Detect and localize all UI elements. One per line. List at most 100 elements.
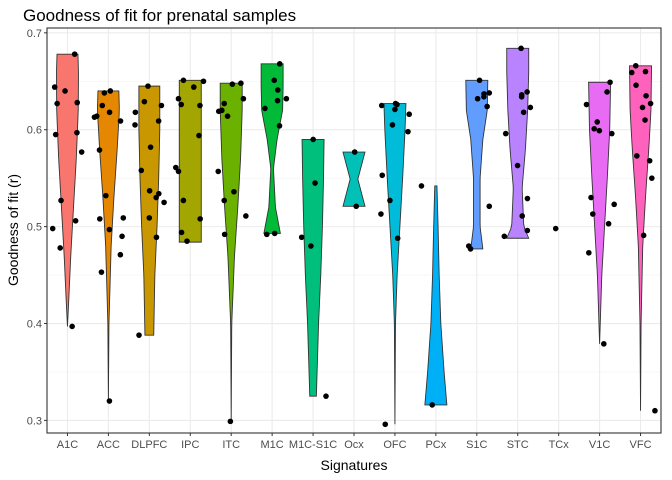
point-stc xyxy=(518,93,525,100)
point-acc xyxy=(107,88,114,94)
point-acc xyxy=(106,226,113,233)
point-vfc xyxy=(633,82,639,88)
point-ipc xyxy=(200,78,207,85)
point-dlpfc xyxy=(146,187,153,194)
point-stc xyxy=(502,130,509,137)
point-v1c xyxy=(604,89,610,95)
point-v1c xyxy=(609,130,615,137)
point-m1c-s1c xyxy=(298,234,305,241)
point-ofc xyxy=(379,172,386,179)
point-dlpfc xyxy=(153,234,160,241)
point-m1c xyxy=(262,105,268,112)
point-v1c xyxy=(588,194,594,201)
violin-pcx xyxy=(424,185,448,406)
point-ofc xyxy=(392,106,398,113)
point-ipc xyxy=(172,164,179,171)
x-tick-label: TCx xyxy=(549,439,570,451)
point-dlpfc xyxy=(132,109,139,116)
point-m1c xyxy=(274,97,281,104)
point-stc xyxy=(519,213,526,219)
x-tick-label: VFC xyxy=(630,439,652,451)
point-vfc xyxy=(628,69,635,76)
point-v1c xyxy=(601,341,607,347)
point-a1c xyxy=(74,99,81,106)
point-itc xyxy=(224,113,231,119)
x-tick-label: ACC xyxy=(97,439,120,451)
point-stc xyxy=(524,227,531,234)
point-v1c xyxy=(596,127,603,134)
x-tick-label: OFC xyxy=(383,439,406,451)
point-ipc xyxy=(175,168,182,175)
point-vfc xyxy=(642,68,649,75)
point-tcx xyxy=(552,225,559,232)
point-acc xyxy=(117,251,124,258)
point-stc xyxy=(501,233,508,240)
point-itc xyxy=(215,168,222,175)
point-m1c-s1c xyxy=(312,180,318,186)
point-itc xyxy=(227,418,234,425)
point-ipc xyxy=(197,102,203,109)
point-itc xyxy=(215,108,222,115)
violin-m1c-s1c xyxy=(301,138,325,397)
violin-dlpfc xyxy=(138,85,161,336)
point-stc xyxy=(514,162,521,169)
point-vfc xyxy=(647,100,654,107)
point-vfc xyxy=(646,157,653,164)
y-tick-label: 0.4 xyxy=(27,319,42,331)
violin-ocx xyxy=(342,151,366,207)
x-tick-label: IPC xyxy=(181,439,199,451)
x-tick-label: S1C xyxy=(466,439,487,451)
point-stc xyxy=(520,109,527,116)
point-m1c xyxy=(271,230,278,237)
x-axis-label: Signatures xyxy=(321,457,388,473)
point-vfc xyxy=(642,117,648,123)
violin-s1c xyxy=(465,79,489,250)
point-vfc xyxy=(634,153,640,159)
violin-a1c xyxy=(56,53,79,327)
point-itc xyxy=(221,197,227,204)
point-m1c-s1c xyxy=(308,243,314,249)
point-m1c-s1c xyxy=(323,393,329,399)
x-tick-label: Ocx xyxy=(344,439,364,451)
point-m1c xyxy=(283,95,290,102)
x-tick-label: DLPFC xyxy=(131,439,167,451)
point-a1c xyxy=(62,88,68,94)
point-itc xyxy=(243,213,249,219)
point-ocx xyxy=(353,203,360,210)
point-vfc xyxy=(639,104,646,111)
point-v1c xyxy=(583,101,590,108)
x-axis: A1C ACC DLPFC IPC ITC M1C M1C-S1C Ocx OFC PCx S1C S… xyxy=(57,433,652,451)
point-a1c xyxy=(72,218,79,224)
point-dlpfc xyxy=(146,215,153,221)
point-dlpfc xyxy=(141,98,148,105)
point-v1c xyxy=(594,119,601,125)
chart-title: Goodness of fit for prenatal samples xyxy=(23,6,296,25)
point-ofc xyxy=(382,421,389,428)
point-ipc xyxy=(184,238,190,244)
point-ipc xyxy=(178,229,185,236)
violin-v1c xyxy=(588,81,612,344)
point-ocx xyxy=(351,149,358,155)
point-ipc xyxy=(180,197,187,204)
point-vfc xyxy=(652,407,658,414)
point-pcx xyxy=(429,402,436,408)
point-s1c xyxy=(474,95,481,102)
point-vfc xyxy=(643,93,649,99)
point-dlpfc xyxy=(138,167,145,174)
point-acc xyxy=(96,216,103,222)
point-ipc xyxy=(178,101,185,108)
x-tick-label: STC xyxy=(507,439,529,451)
point-a1c xyxy=(52,131,59,138)
point-v1c xyxy=(605,220,612,227)
point-ofc xyxy=(394,235,401,242)
point-s1c xyxy=(484,103,490,110)
point-s1c xyxy=(467,246,474,252)
x-tick-label: A1C xyxy=(57,439,78,451)
point-v1c xyxy=(607,79,613,86)
point-acc xyxy=(96,147,103,153)
point-m1c xyxy=(276,123,283,129)
point-a1c xyxy=(57,245,63,251)
point-a1c xyxy=(51,84,58,90)
point-dlpfc xyxy=(155,118,162,124)
point-ofc xyxy=(394,101,400,108)
